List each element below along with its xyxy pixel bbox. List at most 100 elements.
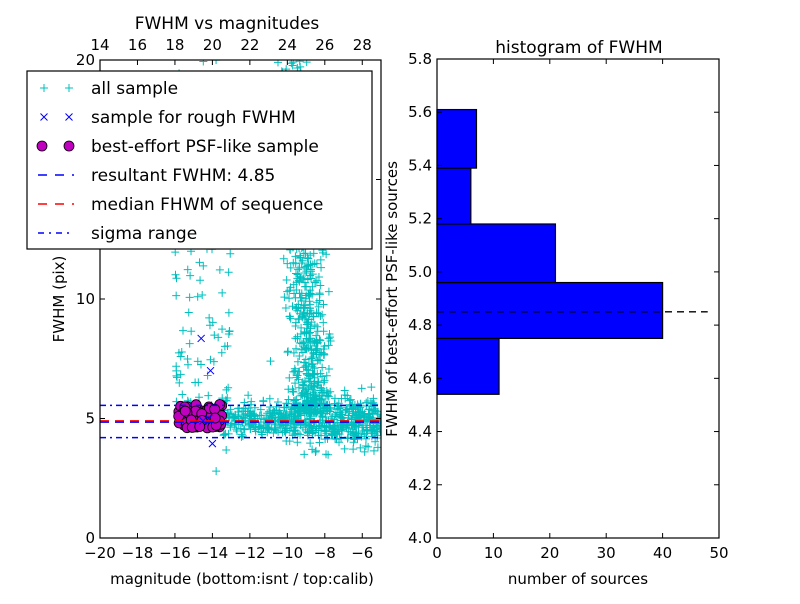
all-sample-point bbox=[309, 393, 318, 402]
y-tick-label: 10 bbox=[76, 290, 95, 308]
all-sample-point bbox=[324, 450, 333, 459]
all-sample-point bbox=[314, 302, 323, 311]
all-sample-point bbox=[247, 397, 256, 406]
all-sample-point bbox=[336, 408, 345, 417]
legend-item: median FHWM of sequence bbox=[38, 195, 323, 215]
all-sample-point bbox=[316, 281, 325, 290]
all-sample-point bbox=[198, 290, 207, 299]
all-sample-point bbox=[314, 355, 323, 364]
all-sample-point bbox=[332, 412, 341, 421]
all-sample-point bbox=[196, 276, 205, 285]
all-sample-point bbox=[316, 383, 325, 392]
all-sample-point bbox=[360, 447, 369, 456]
all-sample-point bbox=[288, 405, 297, 414]
all-sample-point bbox=[308, 362, 317, 371]
x-tick-label: −14 bbox=[197, 544, 229, 562]
hist-y-tick-label: 5.2 bbox=[408, 210, 432, 228]
all-sample-point bbox=[284, 347, 293, 356]
all-sample-point bbox=[172, 291, 181, 300]
all-sample-point bbox=[302, 334, 311, 343]
all-sample-point bbox=[340, 386, 349, 395]
all-sample-point bbox=[370, 400, 379, 409]
all-sample-point bbox=[208, 318, 217, 327]
all-sample-point bbox=[195, 258, 204, 267]
all-sample-point bbox=[295, 367, 304, 376]
x-tick-label: −18 bbox=[122, 544, 154, 562]
all-sample-point bbox=[291, 252, 300, 261]
all-sample-point bbox=[299, 380, 308, 389]
x-tick-label: −6 bbox=[351, 544, 373, 562]
all-sample-point bbox=[330, 399, 339, 408]
all-sample-point bbox=[304, 320, 313, 329]
all-sample-point bbox=[263, 409, 272, 418]
all-sample-point bbox=[370, 430, 379, 439]
top-x-tick-label: 28 bbox=[353, 36, 372, 54]
all-sample-point bbox=[313, 356, 322, 365]
all-sample-point bbox=[291, 269, 300, 278]
all-sample-point bbox=[279, 254, 288, 263]
all-sample-point bbox=[328, 430, 337, 439]
all-sample-point bbox=[291, 396, 300, 405]
all-sample-point bbox=[293, 357, 302, 366]
all-sample-point bbox=[224, 429, 233, 438]
histogram-bar bbox=[436, 281, 664, 340]
all-sample-point bbox=[321, 427, 330, 436]
all-sample-point bbox=[335, 438, 344, 447]
all-sample-point bbox=[296, 304, 305, 313]
all-sample-point bbox=[312, 298, 321, 307]
all-sample-point bbox=[373, 410, 381, 419]
all-sample-point bbox=[322, 250, 331, 259]
legend: all sample sample for rough FWHM best-effo… bbox=[26, 70, 373, 250]
all-sample-point bbox=[172, 274, 181, 283]
all-sample-point bbox=[217, 348, 226, 357]
all-sample-point bbox=[225, 413, 234, 422]
all-sample-point bbox=[218, 325, 227, 334]
histogram-bar bbox=[436, 108, 478, 169]
all-sample-point bbox=[368, 399, 377, 408]
all-sample-point bbox=[300, 329, 309, 338]
hist-x-tick-label: 30 bbox=[597, 544, 616, 562]
all-sample-point bbox=[246, 424, 255, 433]
all-sample-point bbox=[266, 357, 275, 366]
hist-y-tick-label: 4.4 bbox=[408, 423, 432, 441]
all-sample-point bbox=[307, 424, 316, 433]
top-x-tick-label: 14 bbox=[90, 36, 109, 54]
legend-marker bbox=[65, 113, 73, 121]
y-tick-label: 0 bbox=[85, 529, 95, 547]
hist-y-tick-label: 5.4 bbox=[408, 156, 432, 174]
all-sample-point bbox=[304, 366, 313, 375]
all-sample-point bbox=[306, 251, 315, 260]
all-sample-point bbox=[324, 287, 333, 296]
all-sample-point bbox=[326, 387, 335, 396]
all-sample-point bbox=[362, 429, 371, 438]
x-tick-label: −10 bbox=[272, 544, 304, 562]
all-sample-point bbox=[344, 411, 353, 420]
all-sample-point bbox=[239, 410, 248, 419]
all-sample-point bbox=[306, 439, 315, 448]
all-sample-point bbox=[352, 410, 361, 419]
all-sample-point bbox=[294, 265, 303, 274]
all-sample-point bbox=[337, 434, 346, 443]
hist-y-tick-label: 4.0 bbox=[408, 529, 432, 547]
legend-marker bbox=[36, 140, 48, 152]
top-x-tick-label: 18 bbox=[165, 36, 184, 54]
histogram-bar bbox=[436, 337, 500, 395]
all-sample-point bbox=[184, 360, 193, 369]
x-tick-label: −8 bbox=[314, 544, 336, 562]
all-sample-point bbox=[186, 271, 195, 280]
all-sample-point bbox=[309, 370, 318, 379]
all-sample-point bbox=[317, 263, 326, 272]
hist-y-tick-label: 4.6 bbox=[408, 369, 432, 387]
all-sample-point bbox=[312, 308, 321, 317]
all-sample-point bbox=[324, 364, 333, 373]
all-sample-point bbox=[183, 265, 192, 274]
all-sample-point bbox=[301, 301, 310, 310]
all-sample-point bbox=[311, 278, 320, 287]
all-sample-point bbox=[306, 342, 315, 351]
all-sample-point bbox=[185, 339, 194, 348]
all-sample-point bbox=[337, 394, 346, 403]
legend-label: resultant FWHM: 4.85 bbox=[91, 166, 275, 186]
legend-item: all sample bbox=[40, 79, 178, 99]
all-sample-point bbox=[312, 276, 321, 285]
legend-label: median FHWM of sequence bbox=[91, 195, 323, 215]
